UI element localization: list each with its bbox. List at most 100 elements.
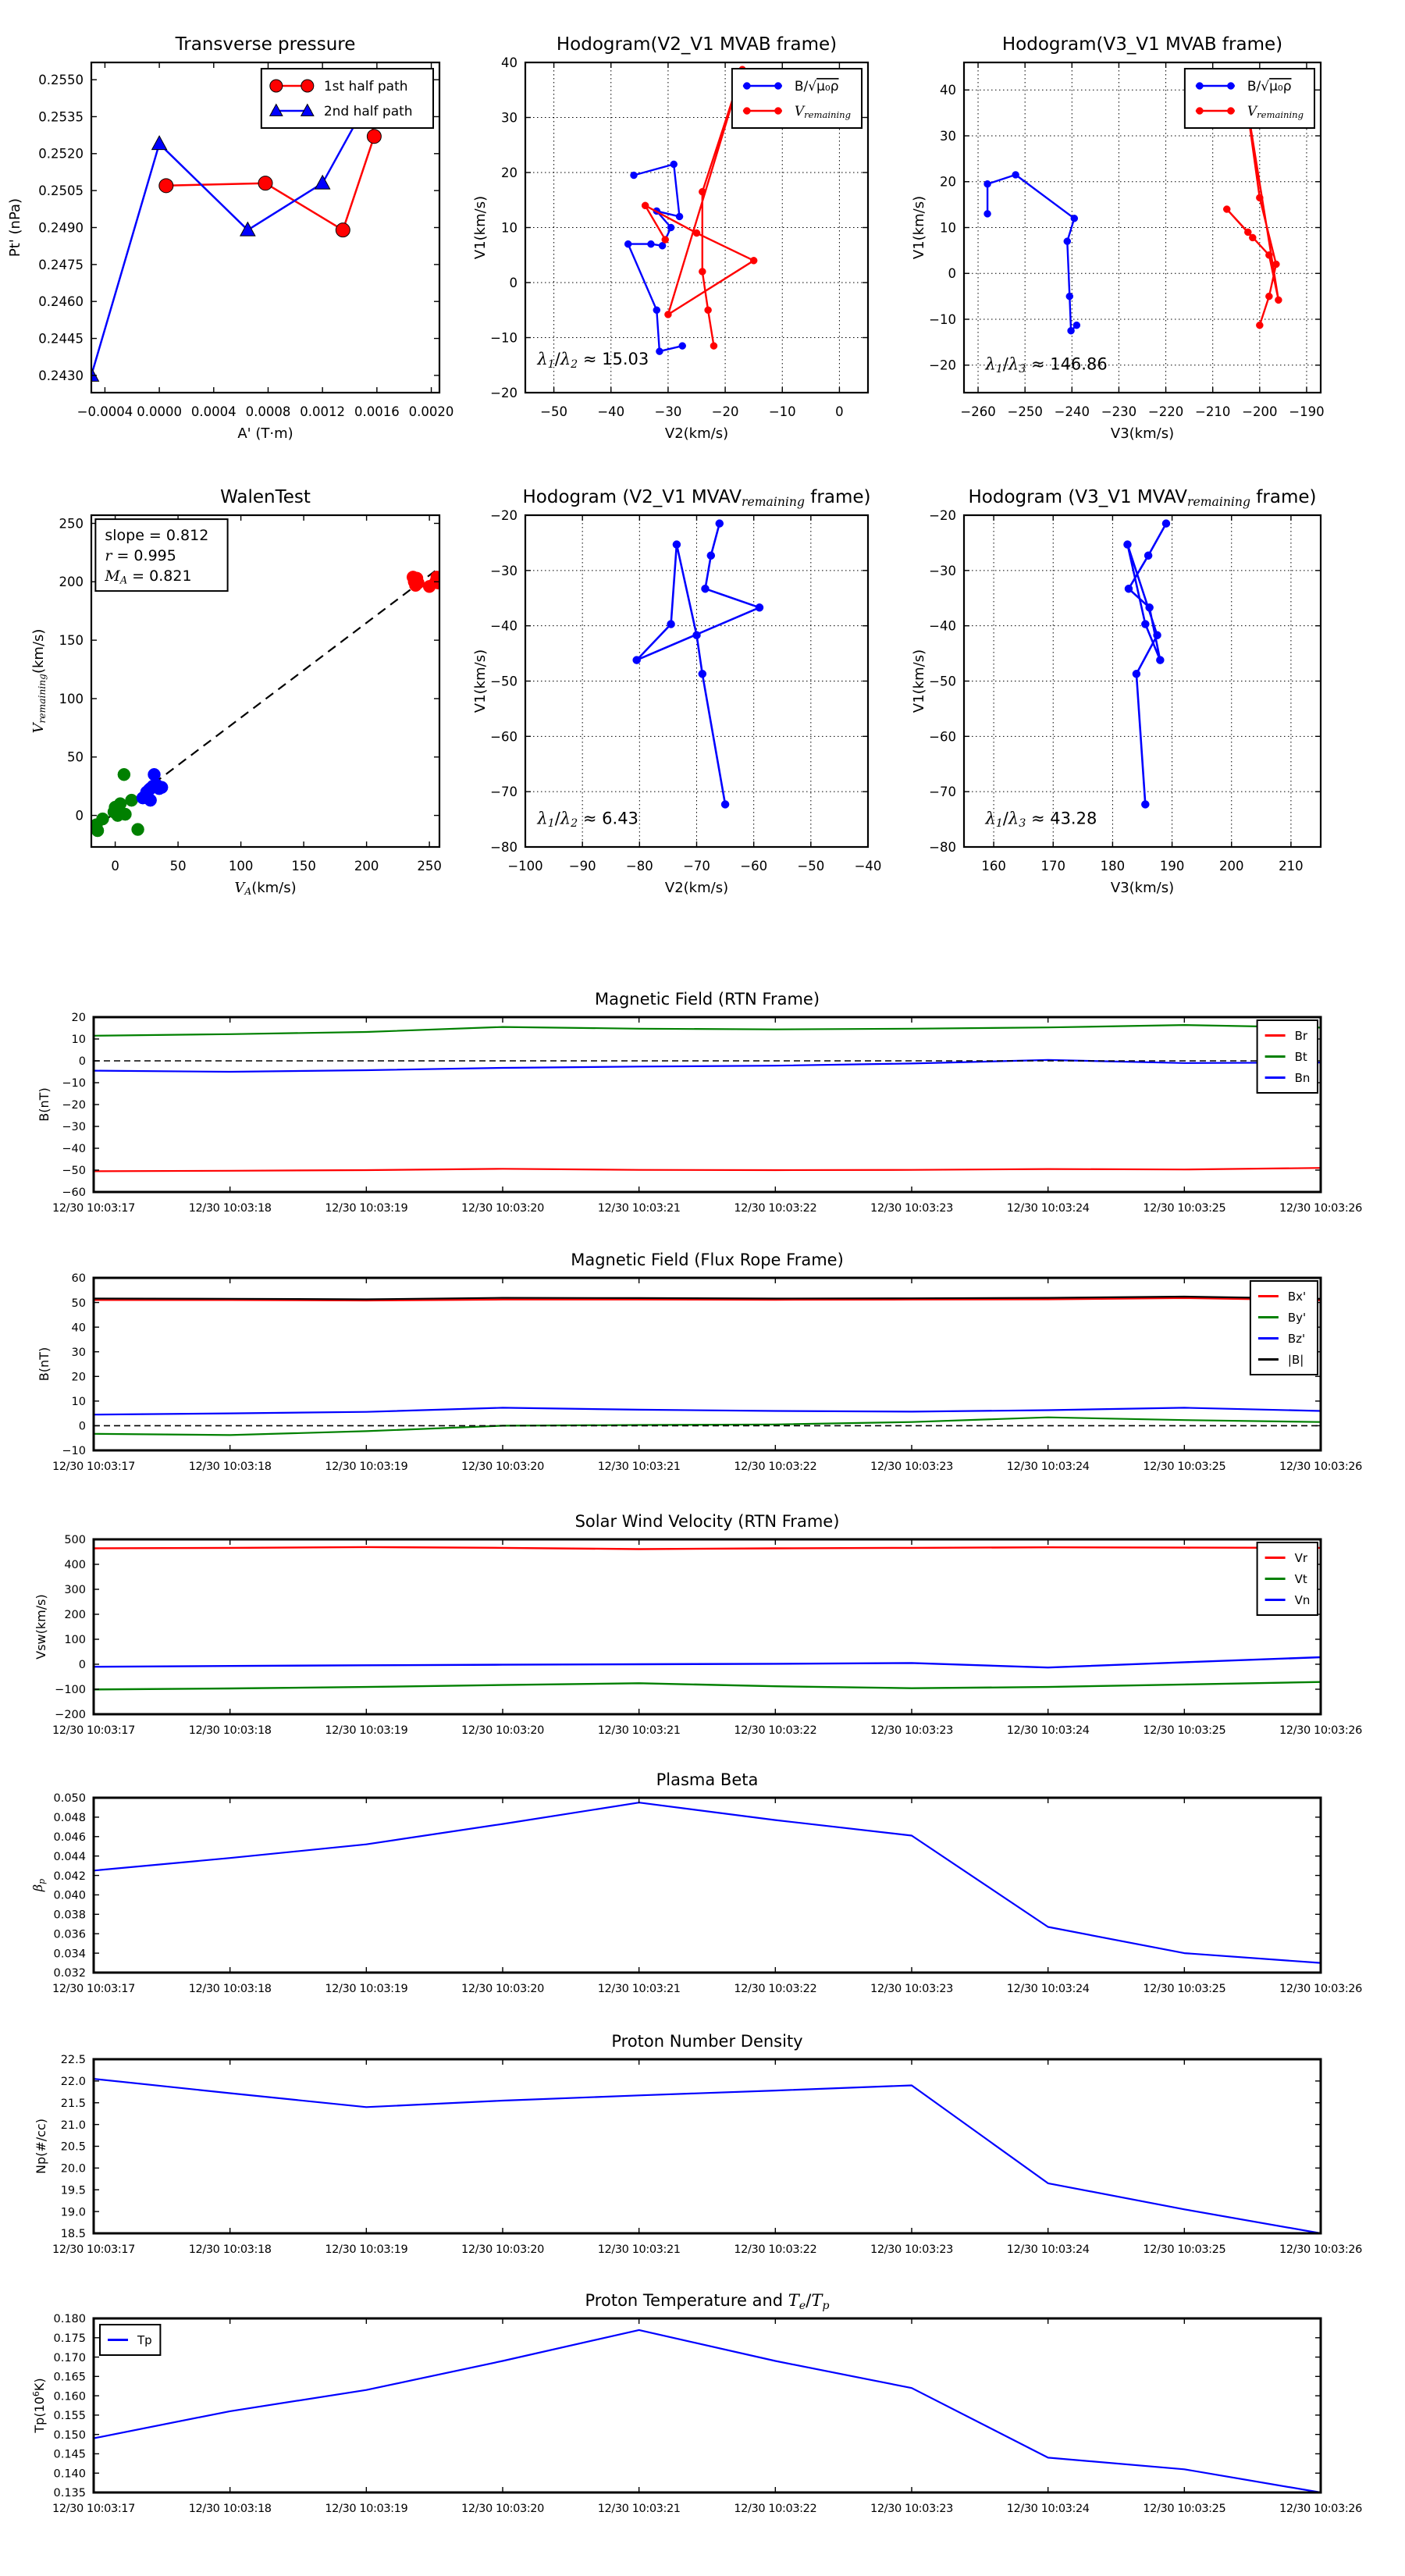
series-v-hodogram-marker <box>755 603 764 612</box>
series-walen-first-third-marker <box>96 812 109 826</box>
y-tick-label: 19.5 <box>61 2184 86 2197</box>
x-tick-label: 12/30 10:03:26 <box>1279 2243 1362 2256</box>
x-tick-label: −50 <box>540 404 567 419</box>
x-tick-label: 12/30 10:03:24 <box>1007 1461 1090 1473</box>
y-tick-label: −60 <box>929 729 956 744</box>
axes-background <box>94 1278 1321 1450</box>
series-b-over-sqrt-mu0rho-marker <box>1063 237 1072 245</box>
series-v-remaining-marker <box>661 236 670 244</box>
series-Bz-prime <box>93 1407 1321 1416</box>
x-tick-label: 12/30 10:03:19 <box>325 2243 407 2256</box>
series-v-hodogram-marker <box>1141 620 1150 628</box>
ticks: 12/30 10:03:17 12/30 10:03:18 12/30 10:03:… <box>52 1792 1362 1995</box>
x-tick-label: 12/30 10:03:25 <box>1143 1202 1225 1215</box>
y-tick-label: 100 <box>59 692 84 706</box>
x-axis-label: V2(km/s) <box>665 880 728 896</box>
series-Vt <box>93 1681 1321 1691</box>
x-tick-label: 12/30 10:03:21 <box>598 1461 681 1473</box>
y-tick-label: 0.050 <box>53 1792 86 1805</box>
x-tick-label: 12/30 10:03:20 <box>461 1983 544 1995</box>
x-tick-label: 12/30 10:03:23 <box>870 1724 953 1737</box>
y-tick-label: −20 <box>490 508 518 523</box>
y-tick-label: 0.040 <box>53 1890 86 1902</box>
y-tick-label: 0.036 <box>53 1928 86 1941</box>
y-tick-label: −30 <box>490 564 518 578</box>
x-tick-label: 12/30 10:03:22 <box>734 1724 816 1737</box>
x-tick-label: 12/30 10:03:18 <box>189 2243 272 2256</box>
axes-frame <box>92 1538 1322 1716</box>
y-tick-label: 30 <box>501 110 518 125</box>
x-tick-label: 12/30 10:03:21 <box>598 1202 681 1215</box>
series-v-hodogram-marker <box>1124 584 1133 593</box>
y-axis-label: Np(#/cc) <box>34 2119 48 2174</box>
y-tick-label: 150 <box>59 633 84 648</box>
series-b-over-sqrt-mu0rho-marker <box>630 171 638 180</box>
stats-line: MA = 0.821 <box>104 568 191 586</box>
y-axis-label: V1(km/s) <box>911 196 927 259</box>
legend-marker <box>743 82 751 90</box>
series-v-hodogram-marker <box>1144 551 1153 560</box>
legend-label: Bx' <box>1288 1290 1306 1304</box>
series-group <box>93 1802 1321 1964</box>
series-v-hodogram-marker <box>692 631 701 639</box>
x-tick-label: 0.0016 <box>354 404 400 419</box>
y-tick-label: 30 <box>72 1347 86 1359</box>
series-group <box>93 2078 1321 2234</box>
series-v-remaining-marker <box>1244 228 1252 237</box>
panel-title: Hodogram (V2_V1 MVAVremaining frame) <box>522 487 870 509</box>
series-group <box>91 567 440 838</box>
x-tick-label: 0.0020 <box>409 404 454 419</box>
legend-marker <box>1227 107 1235 115</box>
series-b-over-sqrt-mu0rho-marker <box>647 240 655 248</box>
y-tick-label: −20 <box>62 1099 86 1112</box>
x-tick-label: 12/30 10:03:24 <box>1007 2503 1090 2515</box>
x-tick-label: 0.0004 <box>191 404 237 419</box>
panel-title: Proton Temperature and Te/Tp <box>585 2291 830 2312</box>
y-tick-label: 0.140 <box>53 2467 86 2480</box>
panel-title: Proton Number Density <box>611 2032 802 2051</box>
series-v-hodogram-marker <box>706 551 716 560</box>
y-tick-label: −40 <box>62 1143 86 1155</box>
series-first-half-path-marker <box>366 129 382 144</box>
legend-box <box>260 68 434 129</box>
series-Bt <box>93 1024 1321 1037</box>
y-tick-label: 0.160 <box>53 2390 86 2403</box>
series-b-over-sqrt-mu0rho-marker <box>984 180 991 188</box>
y-tick-label: 21.0 <box>61 2119 86 2132</box>
y-tick-label: 20 <box>72 1012 86 1024</box>
legend-label: Vremaining <box>1247 104 1304 120</box>
x-tick-label: 12/30 10:03:24 <box>1007 2243 1090 2256</box>
series-Bn <box>93 1059 1321 1073</box>
y-tick-label: 0.044 <box>53 1851 86 1863</box>
series-v-remaining-marker <box>699 187 706 196</box>
series-v-hodogram-marker <box>1156 656 1165 664</box>
y-tick-label: 0 <box>79 1659 86 1671</box>
series-b-over-sqrt-mu0rho-marker <box>984 210 991 218</box>
x-tick-label: −40 <box>597 404 624 419</box>
series-group <box>93 1546 1321 1691</box>
series-b-over-sqrt-mu0rho-marker <box>658 242 667 250</box>
series-Bx-prime <box>94 1297 1321 1302</box>
x-tick-label: 12/30 10:03:19 <box>325 1202 407 1215</box>
x-tick-label: 12/30 10:03:22 <box>734 1983 816 1995</box>
x-tick-label: −260 <box>960 404 995 419</box>
series-beta-p <box>93 1802 1321 1964</box>
x-tick-label: 12/30 10:03:25 <box>1143 1461 1225 1473</box>
y-tick-label: −80 <box>929 840 956 855</box>
x-tick-label: 12/30 10:03:23 <box>870 1461 953 1473</box>
series-v-remaining-marker <box>664 311 672 318</box>
legend-marker <box>269 79 283 93</box>
x-tick-label: 12/30 10:03:17 <box>52 1983 135 1995</box>
x-tick-label: 170 <box>1041 859 1066 873</box>
stats-line: slope = 0.812 <box>105 527 208 544</box>
series-walen-first-third-marker <box>131 823 144 836</box>
series-v-remaining-marker <box>1249 233 1257 242</box>
x-tick-label: 12/30 10:03:26 <box>1279 2503 1362 2515</box>
x-tick-label: 100 <box>229 859 254 873</box>
y-tick-label: 22.5 <box>61 2054 86 2066</box>
legend-marker <box>1196 82 1204 90</box>
axes-background <box>94 1798 1321 1973</box>
ticks: −0.0004 0.0000 0.0004 0.0008 0.0012 0.0016 0.0… <box>38 62 454 419</box>
legend-label: Vt <box>1295 1572 1307 1586</box>
x-tick-label: 0.0000 <box>137 404 182 419</box>
